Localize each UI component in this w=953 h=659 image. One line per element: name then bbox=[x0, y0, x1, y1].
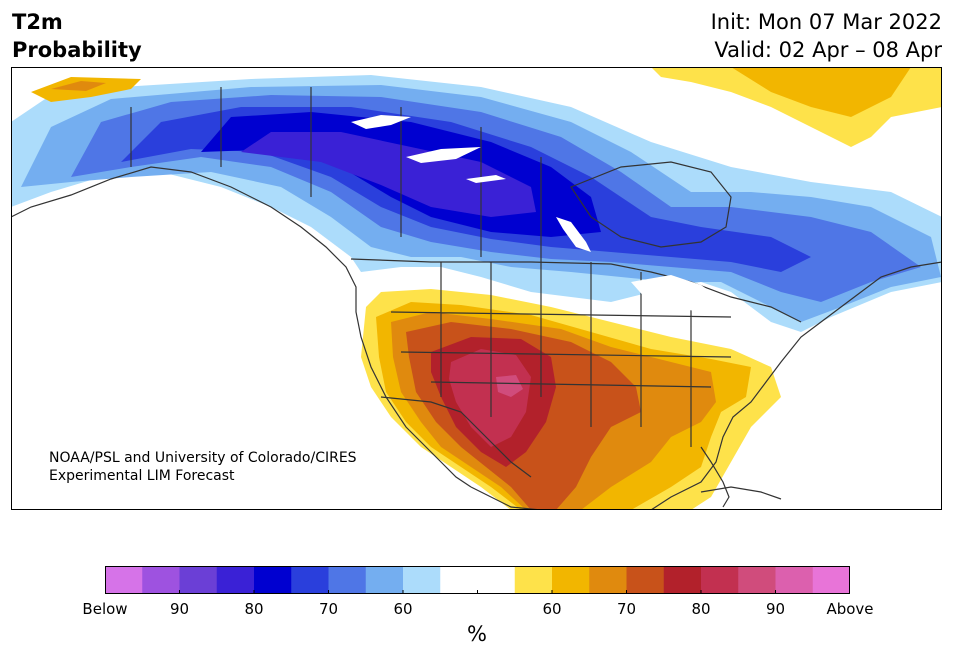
coastline-east bbox=[650, 261, 942, 510]
colorbar-tick-label: Below bbox=[82, 600, 128, 618]
title-line-2: Probability bbox=[12, 38, 142, 62]
colorbar-tick-label: 80 bbox=[691, 600, 711, 618]
coastline-gulf bbox=[470, 486, 542, 510]
colorbar-tick-label: 80 bbox=[244, 600, 264, 618]
credit-line-1: NOAA/PSL and University of Colorado/CIRE… bbox=[49, 450, 357, 466]
colorbar-swatch bbox=[552, 566, 590, 594]
colorbar-swatch bbox=[142, 566, 180, 594]
map-title: T2m Probability bbox=[12, 8, 142, 64]
colorbar-tick-label: 60 bbox=[542, 600, 562, 618]
credit-text: NOAA/PSL and University of Colorado/CIRE… bbox=[49, 449, 357, 485]
colorbar-swatch bbox=[589, 566, 627, 594]
colorbar-swatch bbox=[403, 566, 441, 594]
great-lakes bbox=[631, 275, 721, 312]
colorbar-swatch bbox=[626, 566, 665, 594]
init-date: Init: Mon 07 Mar 2022 bbox=[710, 10, 942, 34]
colorbar-tick-label: 70 bbox=[318, 600, 339, 618]
colorbar-tick-label: 90 bbox=[169, 600, 190, 618]
colorbar-swatch bbox=[701, 566, 739, 594]
colorbar-unit: % bbox=[467, 622, 487, 646]
colorbar-swatch bbox=[216, 566, 255, 594]
colorbar-swatch bbox=[775, 566, 814, 594]
colorbar-tick-label: 70 bbox=[616, 600, 637, 618]
above-90-region bbox=[496, 375, 523, 397]
state-lines bbox=[390, 262, 732, 447]
colorbar-swatch bbox=[179, 566, 218, 594]
coastline-west bbox=[11, 166, 472, 488]
colorbar-tick-label: 60 bbox=[393, 600, 413, 618]
colorbar-swatch bbox=[254, 566, 292, 594]
credit-line-2: Experimental LIM Forecast bbox=[49, 468, 235, 484]
colorbar-tick-label: Above bbox=[826, 600, 874, 618]
colorbar-swatch bbox=[663, 566, 702, 594]
great-bear-lake bbox=[351, 115, 411, 129]
lake-winnipeg bbox=[556, 217, 591, 252]
forecast-dates: Init: Mon 07 Mar 2022 Valid: 02 Apr – 08… bbox=[711, 8, 942, 64]
alaska-warm-core bbox=[51, 81, 106, 91]
cuba-outline bbox=[700, 486, 782, 500]
colorbar-swatch bbox=[291, 566, 329, 594]
probability-map bbox=[11, 67, 942, 510]
colorbar-swatch bbox=[738, 566, 776, 594]
colorbar-swatch bbox=[328, 566, 367, 594]
colorbar-swatch bbox=[440, 566, 478, 594]
colorbar-swatch bbox=[365, 566, 404, 594]
above-85-region bbox=[449, 349, 531, 447]
great-slave-lake bbox=[406, 147, 481, 163]
colorbar-swatch bbox=[477, 566, 516, 594]
province-lines bbox=[130, 87, 542, 262]
us-canada-border bbox=[350, 258, 802, 323]
colorbar-swatch bbox=[105, 566, 143, 594]
colorbar-swatch bbox=[514, 566, 553, 594]
colorbar bbox=[105, 566, 850, 594]
title-line-1: T2m bbox=[12, 10, 63, 34]
us-mexico-border bbox=[380, 396, 532, 478]
valid-period: Valid: 02 Apr – 08 Apr bbox=[714, 38, 942, 62]
below-85-region bbox=[241, 132, 536, 217]
lake-athabasca bbox=[466, 175, 506, 183]
greenland-warm-core bbox=[731, 67, 911, 117]
colorbar-swatch bbox=[812, 566, 850, 594]
florida-outline bbox=[700, 446, 730, 508]
colorbar-tick-label: 90 bbox=[765, 600, 786, 618]
hudson-bay-outline bbox=[570, 161, 732, 248]
